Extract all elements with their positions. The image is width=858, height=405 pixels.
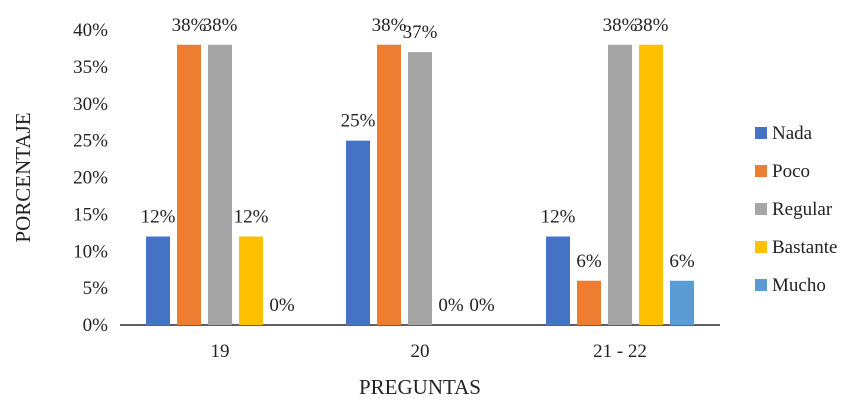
x-tick-label: 20 [411,341,430,362]
bar-bastante [639,44,663,325]
data-label: 38% [203,15,238,36]
data-labels: 12%38%38%12%0%25%38%37%0% 0%12%6%38%38%6% [141,15,695,316]
data-label: 0% [269,295,295,316]
data-label: 25% [341,111,376,132]
data-label: 38% [372,15,407,36]
legend-swatch [755,203,767,215]
bar-nada [546,236,570,325]
data-label: 12% [541,207,576,228]
legend-swatch [755,127,767,139]
legend-item-bastante: Bastante [755,237,837,258]
data-label: 12% [141,207,176,228]
data-label: 0% [469,295,495,316]
bar-poco [377,44,401,325]
legend-item-regular: Regular [755,199,833,220]
data-label: 0% [438,295,464,316]
data-label: 6% [576,251,602,272]
x-axis-ticks: 19 20 21 - 22 [211,341,647,362]
data-label: 38% [603,15,638,36]
legend: Nada Poco Regular Bastante Mucho [755,123,837,296]
data-label: 37% [403,22,438,43]
y-axis-title: PORCENTAJE [11,112,35,242]
legend-label: Regular [772,199,833,220]
bars [146,44,694,325]
y-axis-ticks: 0% 5% 10% 15% 20% 25% 30% 35% 40% [73,20,108,336]
bar-mucho [670,280,694,325]
bar-regular [608,44,632,325]
y-tick-label: 10% [73,241,108,262]
legend-swatch [755,279,767,291]
legend-item-poco: Poco [755,161,810,182]
y-tick-label: 5% [83,278,109,299]
legend-swatch [755,241,767,253]
legend-swatch [755,165,767,177]
bar-poco [177,44,201,325]
data-label: 38% [172,15,207,36]
legend-label: Mucho [772,275,826,296]
bar-regular [408,52,432,325]
bar-regular [208,44,232,325]
y-tick-label: 35% [73,57,108,78]
y-tick-label: 0% [83,315,109,336]
x-tick-label: 19 [211,341,230,362]
legend-item-nada: Nada [755,123,813,144]
x-tick-label: 21 - 22 [593,341,647,362]
y-tick-label: 40% [73,20,108,41]
y-tick-label: 30% [73,94,108,115]
data-label: 38% [634,15,669,36]
legend-label: Nada [772,123,813,144]
bar-poco [577,280,601,325]
bar-nada [346,140,370,325]
legend-item-mucho: Mucho [755,275,826,296]
y-tick-label: 25% [73,131,108,152]
data-label: 6% [669,251,695,272]
y-tick-label: 20% [73,168,108,189]
legend-label: Bastante [772,237,837,258]
data-label: 12% [234,207,269,228]
legend-label: Poco [772,161,810,182]
y-tick-label: 15% [73,204,108,225]
x-axis-title: PREGUNTAS [359,375,481,399]
bar-bastante [239,236,263,325]
bar-nada [146,236,170,325]
